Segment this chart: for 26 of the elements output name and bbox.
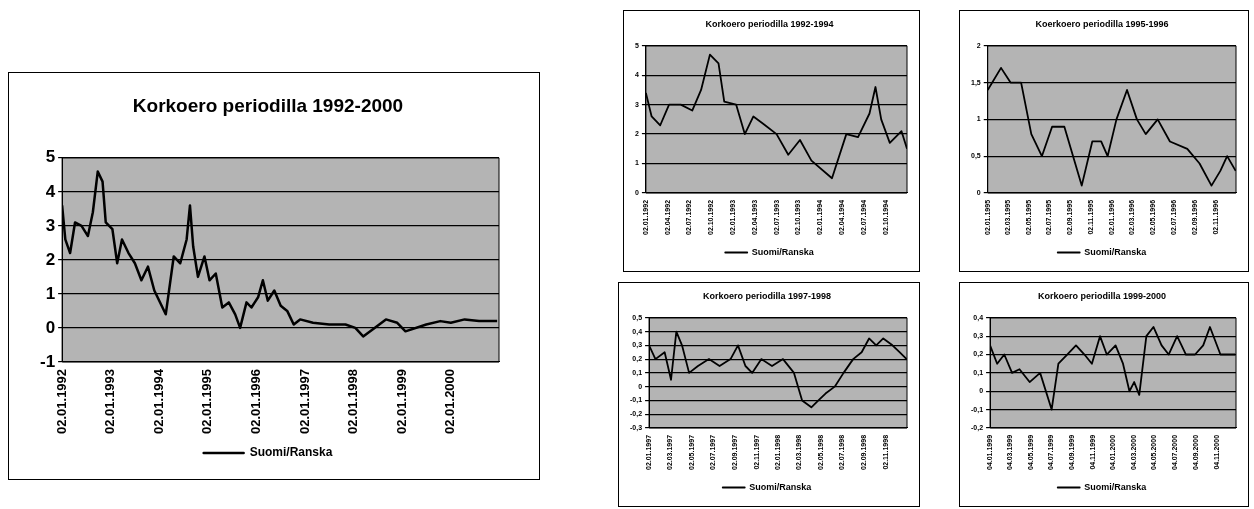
- chart-title: Korkoero periodilla 1999-2000: [1037, 290, 1167, 301]
- chart-title: Korkoero periodilla 1992-1994: [705, 18, 834, 29]
- legend-label: Suomi/Ranska: [1084, 246, 1148, 257]
- x-tick-label: 02.01.1998: [345, 368, 361, 435]
- x-tick-label: 02.01.1999: [393, 368, 409, 435]
- y-tick-label: 0: [45, 317, 56, 337]
- legend-label: Suomi/Ranska: [1084, 481, 1148, 492]
- legend-label: Suomi/Ranska: [249, 445, 333, 460]
- y-tick-label: 5: [45, 147, 56, 167]
- x-tick-label: 02.01.1994: [150, 368, 166, 435]
- y-tick-label: 1: [45, 283, 56, 303]
- y-tick-label: -1: [39, 351, 56, 371]
- y-tick-label: 3: [45, 215, 56, 235]
- chart-title: Korkoero periodilla 1992-2000: [132, 94, 404, 116]
- x-tick-label: 02.01.1993: [102, 368, 118, 435]
- x-tick-label: 02.01.1996: [248, 368, 264, 435]
- x-tick-label: 02.01.1992: [53, 368, 69, 435]
- x-tick-label: 02.01.1997: [296, 368, 312, 435]
- y-tick-label: 2: [45, 249, 56, 269]
- chart-title: Koerkoero periodilla 1995-1996: [1035, 18, 1169, 29]
- chart-title: Korkoero periodilla 1997-1998: [702, 290, 832, 301]
- legend-label: Suomi/Ranska: [749, 481, 813, 492]
- x-tick-label: 02.01.2000: [442, 368, 458, 435]
- legend-label: Suomi/Ranska: [751, 246, 815, 257]
- y-tick-label: 4: [45, 181, 56, 201]
- x-tick-label: 02.01.1995: [199, 368, 215, 435]
